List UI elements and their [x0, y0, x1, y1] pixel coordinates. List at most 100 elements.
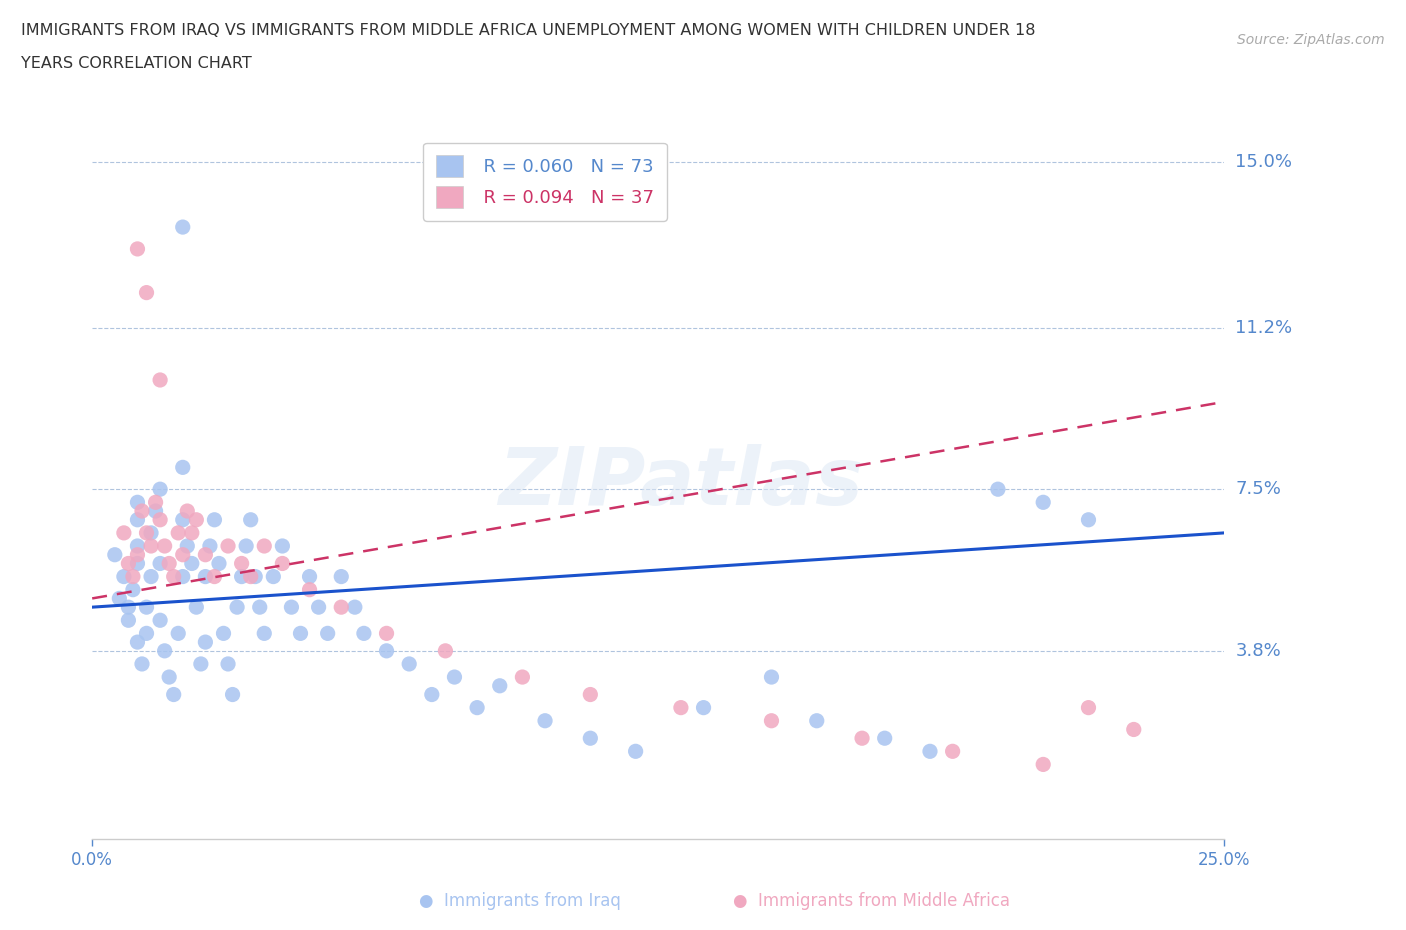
Point [761, 713, 783, 728]
Point [127, 547, 149, 562]
Point [163, 687, 186, 702]
Point [186, 600, 208, 615]
Point [761, 670, 783, 684]
Point [624, 744, 647, 759]
Point [117, 556, 139, 571]
Point [512, 670, 534, 684]
Text: Source: ZipAtlas.com: Source: ZipAtlas.com [1237, 33, 1385, 46]
Point [127, 242, 149, 257]
Point [112, 569, 135, 584]
Text: YEARS CORRELATION CHART: YEARS CORRELATION CHART [21, 56, 252, 71]
Text: ●  Immigrants from Iraq: ● Immigrants from Iraq [419, 892, 621, 910]
Point [139, 538, 162, 553]
Point [172, 569, 194, 584]
Point [163, 569, 186, 584]
Point [420, 687, 443, 702]
Point [298, 569, 321, 584]
Point [135, 286, 157, 300]
Point [253, 626, 276, 641]
Point [271, 538, 294, 553]
Point [353, 626, 375, 641]
Point [145, 495, 167, 510]
Point [249, 600, 271, 615]
Point [157, 556, 180, 571]
Point [122, 582, 145, 597]
Point [343, 600, 366, 615]
Point [1032, 757, 1054, 772]
Point [180, 556, 202, 571]
Point [669, 700, 692, 715]
Point [262, 569, 284, 584]
Point [127, 512, 149, 527]
Point [434, 644, 457, 658]
Point [316, 626, 339, 641]
Point [488, 678, 510, 693]
Point [180, 525, 202, 540]
Point [245, 569, 267, 584]
Point [918, 744, 941, 759]
Point [1122, 722, 1144, 737]
Point [127, 556, 149, 571]
Point [806, 713, 828, 728]
Point [280, 600, 302, 615]
Point [212, 626, 235, 641]
Point [135, 525, 157, 540]
Point [851, 731, 873, 746]
Point [176, 504, 198, 519]
Point [226, 600, 249, 615]
Point [204, 512, 226, 527]
Point [298, 582, 321, 597]
Point [190, 657, 212, 671]
Point [692, 700, 714, 715]
Point [534, 713, 557, 728]
Point [186, 512, 208, 527]
Point [153, 644, 176, 658]
Point [108, 591, 131, 605]
Point [221, 687, 243, 702]
Point [231, 556, 253, 571]
Point [127, 634, 149, 649]
Point [271, 556, 294, 571]
Point [167, 525, 190, 540]
Point [127, 495, 149, 510]
Point [149, 613, 172, 628]
Point [253, 538, 276, 553]
Point [231, 569, 253, 584]
Point [149, 373, 172, 388]
Point [127, 538, 149, 553]
Point [135, 600, 157, 615]
Text: 15.0%: 15.0% [1236, 153, 1292, 170]
Point [172, 547, 194, 562]
Point [172, 460, 194, 475]
Text: 7.5%: 7.5% [1236, 480, 1281, 498]
Point [208, 556, 231, 571]
Point [942, 744, 965, 759]
Point [375, 644, 398, 658]
Point [172, 219, 194, 234]
Point [290, 626, 312, 641]
Point [443, 670, 465, 684]
Point [198, 538, 221, 553]
Point [157, 670, 180, 684]
Point [239, 512, 262, 527]
Point [204, 569, 226, 584]
Point [194, 547, 217, 562]
Text: ●  Immigrants from Middle Africa: ● Immigrants from Middle Africa [733, 892, 1011, 910]
Point [104, 547, 127, 562]
Point [330, 600, 353, 615]
Point [122, 569, 145, 584]
Point [308, 600, 330, 615]
Point [131, 657, 153, 671]
Point [1077, 512, 1099, 527]
Point [375, 626, 398, 641]
Text: 11.2%: 11.2% [1236, 319, 1292, 337]
Point [135, 626, 157, 641]
Point [873, 731, 896, 746]
Point [217, 657, 239, 671]
Point [112, 525, 135, 540]
Point [117, 613, 139, 628]
Point [579, 731, 602, 746]
Point [194, 634, 217, 649]
Point [149, 556, 172, 571]
Point [579, 687, 602, 702]
